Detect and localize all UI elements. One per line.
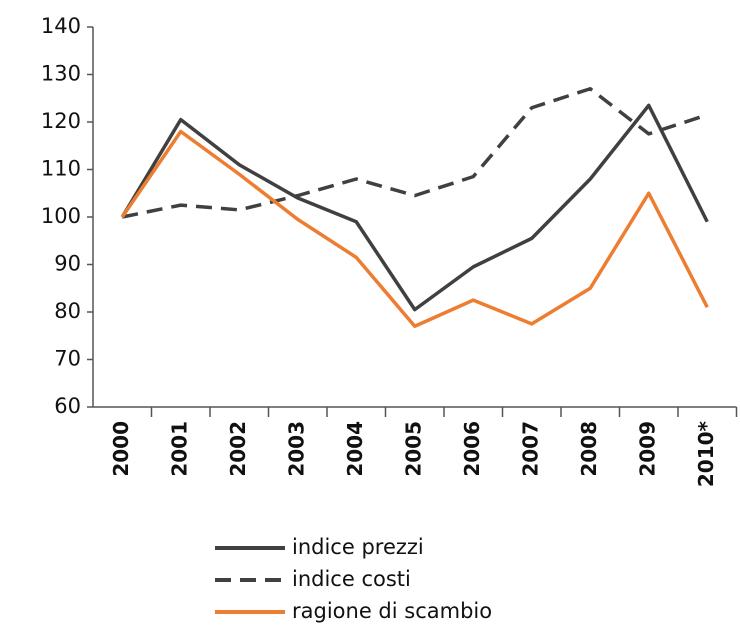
x-tick-label: 2005 (401, 421, 425, 477)
y-tick-label: 70 (54, 347, 81, 371)
x-tick-label: 2000 (109, 421, 133, 477)
x-tick-label: 2003 (284, 421, 308, 477)
y-tick-label: 110 (41, 157, 81, 181)
x-tick-label: 2008 (577, 421, 601, 477)
y-tick-label: 80 (54, 299, 81, 323)
x-tick-label: 2006 (460, 421, 484, 477)
legend-label: ragione di scambio (292, 599, 492, 623)
y-tick-label: 120 (41, 109, 81, 133)
legend-label: indice prezzi (292, 535, 424, 559)
x-tick-label: 2010* (694, 420, 718, 487)
x-tick-label: 2001 (167, 421, 191, 477)
x-tick-label: 2004 (343, 421, 367, 477)
x-tick-label: 2002 (226, 421, 250, 477)
series-line (120, 103, 709, 312)
y-tick-label: 140 (41, 14, 81, 38)
y-tick-label: 130 (41, 62, 81, 86)
y-tick-label: 90 (54, 252, 81, 276)
y-tick-label: 60 (54, 394, 81, 418)
legend-label: indice costi (292, 567, 411, 591)
x-tick-label: 2009 (635, 421, 659, 477)
series-line (121, 87, 708, 219)
series-line (120, 129, 709, 328)
x-tick-label: 2007 (518, 421, 542, 477)
y-tick-label: 100 (41, 204, 81, 228)
